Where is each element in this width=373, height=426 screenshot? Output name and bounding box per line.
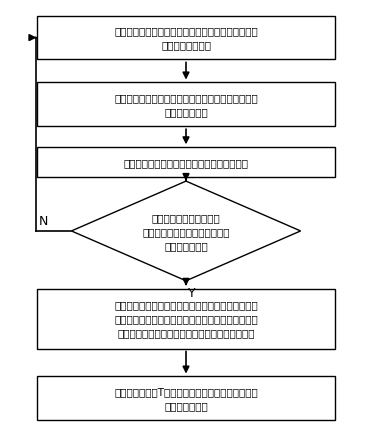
Text: 电压值最大的铁锂电池电
压与所有铁锂电池平均电压偏差
大于一设定阈值: 电压值最大的铁锂电池电 压与所有铁锂电池平均电压偏差 大于一设定阈值 [142,213,230,250]
Text: 单片机控制器根据获得的铁锂电池电压，找出电压值
最大的铁锂电池: 单片机控制器根据获得的铁锂电池电压，找出电压值 最大的铁锂电池 [114,93,258,117]
Bar [37,148,335,178]
Bar [37,83,335,127]
Text: 单片机控制器求出所有铁锂电池电压的平均值: 单片机控制器求出所有铁锂电池电压的平均值 [123,158,248,168]
Bar [37,377,335,420]
Bar [37,17,335,60]
Text: 单片机通过控制电压最大铁锂电池单体对应的第一接
触器和第二接触器使电压值最大的铁锂电池单体与所
述放电电阻的并联，对所述铁锂电池单体进行放电: 单片机通过控制电压最大铁锂电池单体对应的第一接 触器和第二接触器使电压值最大的铁… [114,300,258,338]
Bar [37,289,335,349]
Polygon shape [72,181,301,281]
Text: 等待设定的时间T，单片机控制器通过控制端子断开
所有接触器开关: 等待设定的时间T，单片机控制器通过控制端子断开 所有接触器开关 [114,386,258,410]
Text: Y: Y [188,286,196,299]
Text: 单片机控制器与铁锂电池电压检测模块通信，获得每
个铁锂电池的电压: 单片机控制器与铁锂电池电压检测模块通信，获得每 个铁锂电池的电压 [114,26,258,50]
Text: N: N [38,215,48,228]
